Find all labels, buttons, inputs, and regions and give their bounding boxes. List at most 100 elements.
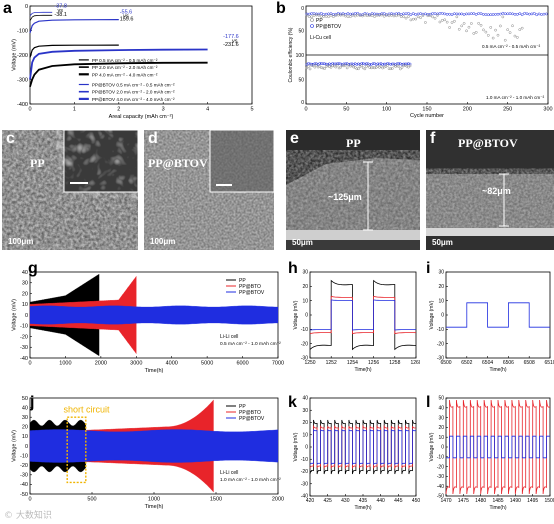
point-pp-top (518, 28, 522, 31)
point-pp-top (317, 13, 321, 17)
point-btov-top (489, 13, 493, 16)
legend-label-a-2: PP 4.0 mA cm⁻² - 4.0 mAh cm⁻² (92, 72, 158, 77)
point-btov-top (339, 12, 343, 16)
legend-label-g-1: PP@BTO (239, 284, 261, 290)
y-tick-label-h: -30 (301, 356, 308, 362)
point-pp-bottom (382, 65, 386, 69)
chart-h: 1250 1252 1254 1256 1258 1260 30 20 10 0 -10 -20 -30… (293, 270, 420, 373)
point-pp-top (450, 21, 454, 24)
y-tick-label-g: 20 (22, 291, 28, 297)
point-btov-bottom (369, 62, 373, 66)
point-pp-bottom (349, 64, 352, 68)
point-btov-bottom (368, 63, 372, 66)
x-tick-label-i: 6502 (461, 360, 472, 366)
point-btov-bottom (344, 62, 347, 66)
x-tick-label-g: 1000 (59, 361, 71, 367)
plot-frame-i (445, 271, 551, 359)
point-btov-top (491, 13, 495, 16)
x-tick-label-j: 1000 (148, 497, 160, 503)
x-axis-label-b: Cycle number (410, 113, 444, 119)
series-line-a-2 (29, 61, 208, 88)
point-btov-top (317, 12, 321, 16)
point-btov-top (344, 12, 347, 16)
panel-label-h: h (288, 260, 298, 277)
x-tick-label-g: 5000 (201, 361, 213, 367)
point-btov-top (545, 12, 548, 16)
point-btov-top (373, 12, 376, 16)
legend-label-a-5: PP@BTOV 4.0 mA cm⁻² - 4.0 mAh cm⁻² (92, 97, 175, 102)
point-pp-bottom (363, 67, 367, 71)
legend-label-j-2: PP@BTOV (239, 416, 265, 422)
point-pp-top (356, 13, 359, 17)
panel-label-a: a (3, 0, 12, 17)
series-line-a-4 (29, 19, 119, 34)
y-tick-label-j: -50 (20, 492, 28, 498)
y-tick-label-b: 100 (296, 53, 305, 59)
series-band-j-2 (29, 429, 279, 463)
point-btov-top (499, 12, 502, 16)
point-pp-bottom (336, 63, 339, 67)
panel-label-e: e (290, 130, 299, 147)
point-btov-top (346, 12, 350, 15)
legend-label-g-0: PP (239, 278, 246, 284)
point-btov-top (402, 12, 405, 16)
y-tick-label-l: 50 (438, 396, 444, 402)
point-btov-top (336, 12, 340, 15)
point-btov-bottom (361, 62, 365, 65)
point-pp-top (416, 15, 420, 19)
x-tick-label-j: 1500 (210, 497, 222, 503)
y-tick-label-g: 40 (22, 270, 28, 276)
point-pp-bottom (329, 65, 333, 69)
point-pp-top (467, 25, 471, 29)
y-tick-label-g: 10 (22, 302, 28, 308)
point-pp-bottom (373, 66, 376, 70)
point-btov-bottom (371, 62, 375, 66)
point-btov-top (351, 12, 355, 16)
point-btov-top (329, 12, 333, 16)
point-btov-bottom (319, 62, 323, 65)
point-btov-top (332, 13, 335, 16)
point-btov-top (409, 13, 413, 16)
point-btov-top (513, 12, 517, 16)
point-btov-bottom (313, 62, 317, 65)
point-pp-bottom (311, 64, 315, 68)
point-pp-top (404, 16, 408, 20)
x-tick-label-g: 4000 (166, 361, 178, 367)
annotation-a-6: -177.6 (223, 34, 239, 40)
point-pp-top (496, 33, 500, 37)
x-tick-label-i: 6510 (544, 360, 554, 366)
x-tick-label-j: 2000 (272, 497, 284, 503)
y-tick-label-g: -40 (20, 356, 28, 362)
point-pp-top (482, 28, 485, 32)
point-pp-top (479, 23, 483, 27)
point-btov-bottom (326, 63, 330, 66)
series-line-h-0 (309, 279, 417, 351)
point-btov-bottom (408, 62, 412, 66)
y-tick-label-j: -40 (20, 482, 28, 488)
x-axis-label-k: Time(h) (354, 505, 371, 511)
point-btov-top (482, 13, 485, 16)
point-btov-top (324, 12, 328, 16)
scale-bar-f: 50μm (432, 238, 453, 247)
point-pp-top (363, 13, 367, 17)
point-btov-top (496, 12, 500, 16)
point-btov-bottom (352, 62, 355, 66)
point-btov-top (455, 12, 459, 16)
point-btov-top (530, 12, 534, 16)
x-tick-label-l: 1480 (475, 498, 486, 504)
point-btov-top (397, 12, 401, 15)
x-tick-label-b: 250 (503, 107, 512, 113)
x-tick-label-k: 420 (306, 498, 315, 504)
chart-i: 6500 6502 6504 6506 6508 6510 30 20 10 0 -10 -20 -30… (429, 270, 554, 373)
sem-image-d (144, 130, 274, 250)
point-btov-top (349, 12, 352, 16)
point-pp-top (402, 15, 405, 19)
point-pp-top (341, 13, 345, 17)
y-tick-label-h: -20 (301, 341, 308, 347)
point-btov-top (453, 12, 456, 16)
point-btov-top (486, 13, 490, 17)
point-pp-top (370, 14, 374, 17)
point-pp-top (433, 16, 437, 20)
point-pp-bottom (334, 65, 338, 69)
point-btov-top (528, 12, 531, 16)
